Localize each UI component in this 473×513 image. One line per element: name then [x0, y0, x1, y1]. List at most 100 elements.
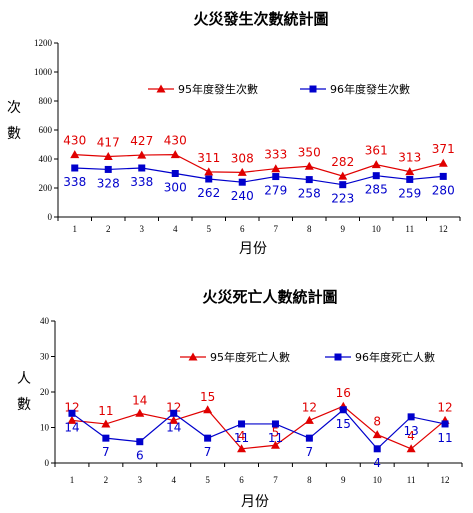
- data-label: 361: [365, 144, 388, 158]
- data-point: [137, 150, 147, 159]
- data-label: 11: [234, 431, 249, 445]
- data-label: 308: [231, 151, 254, 165]
- data-point: [67, 415, 77, 424]
- x-tick-label: 1: [70, 475, 75, 485]
- data-point: [339, 181, 347, 189]
- x-tick-label: 6: [240, 224, 245, 234]
- legend-label: 96年度發生次數: [330, 82, 410, 96]
- data-label: 240: [231, 189, 254, 203]
- data-point: [304, 415, 314, 424]
- data-point: [169, 415, 179, 424]
- data-label: 285: [365, 183, 388, 197]
- x-tick-label: 9: [341, 475, 346, 485]
- x-tick-label: 7: [273, 475, 278, 485]
- legend-marker: [156, 84, 166, 93]
- data-label: 280: [432, 183, 455, 197]
- chart2-x-axis-label: 月份: [241, 494, 269, 510]
- x-tick-label: 10: [372, 224, 382, 234]
- data-label: 11: [268, 431, 283, 445]
- data-label: 16: [336, 386, 351, 400]
- data-point: [271, 164, 281, 173]
- data-label: 12: [64, 400, 79, 414]
- x-tick-label: 5: [205, 475, 210, 485]
- data-label: 311: [197, 151, 220, 165]
- data-point: [237, 444, 247, 453]
- data-point: [135, 408, 145, 417]
- x-tick-label: 12: [441, 475, 450, 485]
- data-label: 430: [63, 134, 86, 148]
- data-label: 338: [130, 175, 153, 189]
- legend-marker: [309, 85, 317, 93]
- x-tick-label: 2: [106, 224, 111, 234]
- y-tick-label: 10: [40, 423, 50, 433]
- series-line: [74, 154, 444, 177]
- data-label: 328: [97, 176, 120, 190]
- x-tick-label: 2: [104, 475, 109, 485]
- y-tick-label: 40: [40, 316, 50, 326]
- y-tick-label: 1000: [34, 67, 53, 77]
- data-point: [170, 409, 178, 417]
- data-label: 14: [64, 420, 79, 434]
- data-point: [238, 178, 246, 186]
- data-point: [271, 420, 279, 428]
- data-point: [205, 175, 213, 183]
- data-point: [71, 164, 79, 172]
- data-label: 11: [437, 431, 452, 445]
- data-label: 427: [130, 134, 153, 148]
- data-point: [339, 406, 347, 414]
- x-tick-label: 10: [373, 475, 383, 485]
- data-label: 223: [331, 192, 354, 206]
- data-label: 5: [272, 425, 280, 439]
- x-tick-label: 3: [138, 475, 143, 485]
- data-point: [371, 160, 381, 169]
- data-point: [270, 440, 280, 449]
- data-label: 6: [136, 449, 144, 463]
- data-label: 300: [164, 181, 187, 195]
- data-point: [103, 152, 113, 161]
- x-tick-label: 8: [307, 475, 312, 485]
- y-tick-label: 400: [39, 154, 53, 164]
- data-label: 15: [200, 390, 215, 404]
- data-point: [237, 167, 247, 176]
- x-tick-label: 1: [73, 224, 78, 234]
- y-tick-label: 600: [39, 125, 53, 135]
- y-tick-label: 0: [45, 458, 50, 468]
- data-point: [373, 445, 381, 453]
- legend-marker: [188, 352, 198, 361]
- data-point: [68, 409, 76, 417]
- data-label: 350: [298, 145, 321, 159]
- data-label: 333: [264, 148, 287, 162]
- data-label: 258: [298, 187, 321, 201]
- data-point: [272, 173, 280, 181]
- data-point: [305, 434, 313, 442]
- data-label: 371: [432, 142, 455, 156]
- x-tick-label: 8: [307, 224, 312, 234]
- data-label: 313: [398, 151, 421, 165]
- x-tick-label: 5: [207, 224, 212, 234]
- data-label: 14: [132, 393, 147, 407]
- data-label: 4: [407, 429, 415, 443]
- data-point: [138, 164, 146, 172]
- data-point: [203, 405, 213, 414]
- data-point: [136, 438, 144, 446]
- data-point: [101, 419, 111, 428]
- data-point: [441, 420, 449, 428]
- legend-label: 95年度發生次數: [178, 82, 258, 96]
- data-point: [204, 434, 212, 442]
- y-tick-label: 200: [39, 183, 53, 193]
- data-point: [171, 170, 179, 177]
- data-point: [438, 158, 448, 167]
- data-label: 7: [204, 445, 212, 459]
- data-point: [338, 171, 348, 180]
- y-tick-label: 30: [40, 352, 50, 362]
- chart2-y-axis-label: 人數: [17, 371, 31, 413]
- y-tick-label: 1200: [34, 38, 53, 48]
- x-tick-label: 11: [407, 475, 416, 485]
- chart2-title: 火災死亡人數統計圖: [202, 288, 337, 306]
- data-point: [406, 444, 416, 453]
- y-tick-label: 800: [39, 96, 53, 106]
- data-label: 12: [437, 400, 452, 414]
- x-tick-label: 4: [173, 224, 178, 234]
- data-label: 4: [373, 456, 381, 470]
